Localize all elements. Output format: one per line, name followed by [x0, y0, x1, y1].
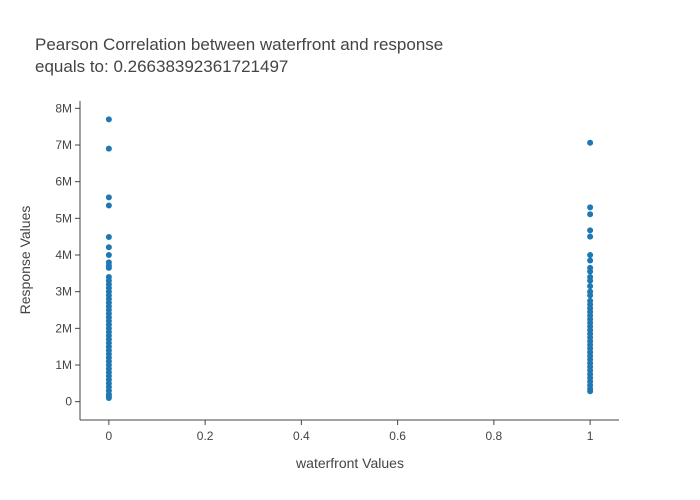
- data-points: [105, 116, 594, 401]
- y-tick-label: 1M: [55, 358, 72, 372]
- chart-title-line-1: Pearson Correlation between waterfront a…: [35, 35, 444, 54]
- x-tick-label: 0.6: [389, 429, 406, 443]
- data-point: [105, 194, 112, 201]
- x-tick-label: 0.8: [486, 429, 503, 443]
- y-tick-label: 2M: [55, 321, 72, 335]
- y-tick-label: 5M: [55, 211, 72, 225]
- y-tick-label: 8M: [55, 101, 72, 115]
- y-tick-label: 3M: [55, 285, 72, 299]
- data-point: [587, 204, 594, 211]
- data-point: [105, 145, 112, 152]
- data-point: [105, 234, 112, 241]
- x-tick-label: 0.4: [293, 429, 310, 443]
- data-point: [587, 292, 594, 299]
- x-tick-label: 1: [587, 429, 594, 443]
- data-point: [105, 116, 112, 123]
- data-point: [587, 257, 594, 264]
- axes: 0 0.2 0.4 0.6 0.8 1 0 1M 2M 3M 4M 5M 6M 7M 8M: [55, 101, 619, 443]
- data-point: [587, 233, 594, 240]
- data-point: [105, 252, 112, 258]
- data-point: [105, 244, 112, 251]
- data-point: [587, 227, 594, 234]
- y-axis-title: Response Values: [17, 206, 33, 315]
- data-point: [587, 211, 594, 218]
- data-point: [587, 139, 594, 146]
- data-point: [105, 264, 112, 271]
- x-axis-title: waterfront Values: [295, 455, 404, 471]
- x-tick-label: 0: [106, 429, 113, 443]
- data-point: [587, 388, 594, 395]
- y-tick-label: 7M: [55, 138, 72, 152]
- chart-title: Pearson Correlation between waterfront a…: [35, 34, 443, 78]
- y-tick-label: 6M: [55, 175, 72, 189]
- data-point: [587, 252, 594, 258]
- x-tick-label: 0.2: [197, 429, 214, 443]
- y-tick-label: 0: [65, 395, 72, 409]
- data-point: [587, 277, 594, 284]
- data-point: [105, 202, 112, 209]
- chart-title-line-2: equals to: 0.26638392361721497: [35, 57, 289, 76]
- data-point: [587, 283, 594, 290]
- data-point: [587, 268, 594, 275]
- data-point: [105, 395, 112, 401]
- y-tick-label: 4M: [55, 248, 72, 262]
